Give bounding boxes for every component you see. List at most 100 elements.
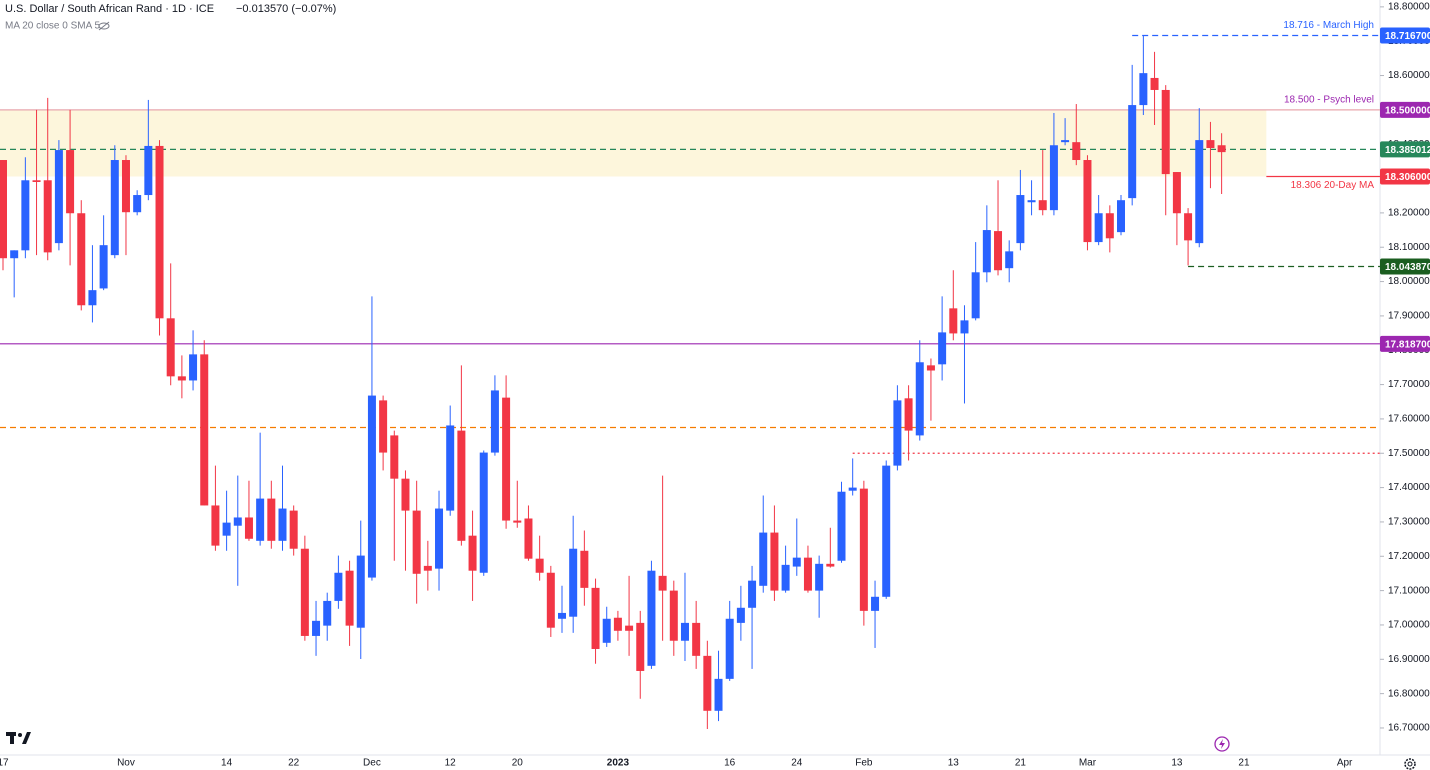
candle-body: [54, 150, 63, 244]
y-tick-label: 16.800000: [1388, 688, 1430, 699]
candle-body: [938, 332, 947, 365]
x-tick-label: 24: [791, 758, 803, 769]
price-tag-label: 18.500000: [1385, 106, 1430, 117]
candle-body: [356, 555, 365, 628]
price-change: −0.013570 (−0.07%): [236, 3, 336, 15]
candle-body: [312, 620, 321, 636]
candle-body: [748, 580, 757, 608]
candle-body: [513, 520, 522, 523]
candle-body: [871, 596, 880, 611]
candle-body: [837, 491, 846, 561]
candle-body: [1038, 200, 1047, 211]
candle-body: [401, 478, 410, 511]
candle-body: [21, 180, 30, 251]
candle-body: [815, 563, 824, 591]
candle-body: [658, 575, 667, 591]
candle-body: [189, 354, 198, 381]
candle-body: [1027, 200, 1036, 203]
price-tag: [1380, 168, 1430, 185]
candle-body: [636, 622, 645, 671]
candle-body: [692, 622, 701, 656]
y-tick-label: 17.600000: [1388, 414, 1430, 425]
candle-body: [66, 150, 75, 214]
candle-body: [613, 617, 622, 631]
candle-body: [1172, 172, 1181, 214]
candle-body: [669, 590, 678, 641]
candle-body: [77, 213, 86, 306]
candle-body: [267, 498, 276, 541]
candle-body: [289, 510, 298, 549]
candle-body: [244, 517, 253, 539]
visibility-icon[interactable]: [98, 21, 110, 31]
price-tag-label: 18.306000: [1385, 172, 1430, 183]
candle-body: [759, 532, 768, 586]
price-tag: [1380, 101, 1430, 118]
candle-body: [569, 548, 578, 617]
settings-icon[interactable]: [1404, 758, 1416, 770]
candle-body: [222, 522, 231, 536]
chart-title: U.S. Dollar / South African Rand · 1D · …: [5, 3, 214, 15]
alert-icon[interactable]: [1214, 736, 1230, 752]
y-tick-label: 16.900000: [1388, 654, 1430, 665]
candle-body: [390, 435, 399, 479]
x-tick-label: 21: [1015, 758, 1027, 769]
candle-body: [792, 557, 801, 567]
candle-body: [144, 145, 153, 196]
price-tag-label: 17.818700: [1385, 339, 1430, 350]
price-tag-label: 18.716700: [1385, 31, 1430, 42]
y-tick-label: 17.400000: [1388, 482, 1430, 493]
candle-body: [99, 245, 108, 289]
candle-body: [256, 498, 265, 541]
candle-body: [345, 570, 354, 626]
candle-body: [1206, 140, 1215, 148]
candle-body: [580, 550, 589, 588]
candle-body: [680, 622, 689, 641]
candle-body: [133, 195, 142, 213]
candle-body: [915, 362, 924, 436]
candle-body: [625, 625, 634, 631]
candle-body: [166, 318, 175, 377]
candle-body: [334, 572, 343, 601]
y-tick-label: 18.200000: [1388, 208, 1430, 219]
x-tick-label: 21: [1238, 758, 1250, 769]
price-tag: [1380, 335, 1430, 352]
candle-body: [725, 618, 734, 679]
candle-body: [848, 487, 857, 491]
indicator-label: MA 20 close 0 SMA 5: [5, 21, 100, 32]
level-note: 18.500 - Psych level: [1284, 95, 1374, 106]
candle-body: [211, 505, 220, 546]
candle-body: [32, 180, 41, 182]
y-tick-label: 17.100000: [1388, 585, 1430, 596]
candle-body: [1049, 145, 1058, 211]
y-tick-label: 18.000000: [1388, 276, 1430, 287]
x-tick-label: Nov: [117, 758, 135, 769]
price-tag: [1380, 141, 1430, 158]
candle-body: [904, 398, 913, 431]
candle-body: [110, 160, 119, 256]
candle-body: [591, 587, 600, 649]
logo: [6, 732, 31, 744]
candle-body: [479, 452, 488, 573]
candle-body: [1016, 195, 1025, 244]
candle-body: [826, 563, 835, 567]
candle-body: [736, 607, 745, 623]
candle-body: [859, 488, 868, 611]
candle-body: [43, 180, 52, 253]
candle-body: [1117, 200, 1125, 233]
y-tick-label: 17.000000: [1388, 620, 1430, 631]
price-tag: [1380, 27, 1430, 44]
y-tick-label: 17.900000: [1388, 311, 1430, 322]
candle-body: [1005, 251, 1014, 269]
candle-body: [703, 655, 712, 711]
candle-body: [0, 160, 7, 259]
candle-body: [121, 160, 130, 213]
candle-body: [490, 390, 499, 453]
x-tick-label: 13: [1171, 758, 1183, 769]
candle-body: [1184, 213, 1193, 241]
candle-body: [882, 465, 891, 597]
candle-body: [88, 290, 97, 306]
candle-body: [893, 400, 902, 466]
candle-body: [714, 678, 723, 711]
candle-body: [457, 430, 466, 541]
candle-body: [155, 145, 164, 319]
